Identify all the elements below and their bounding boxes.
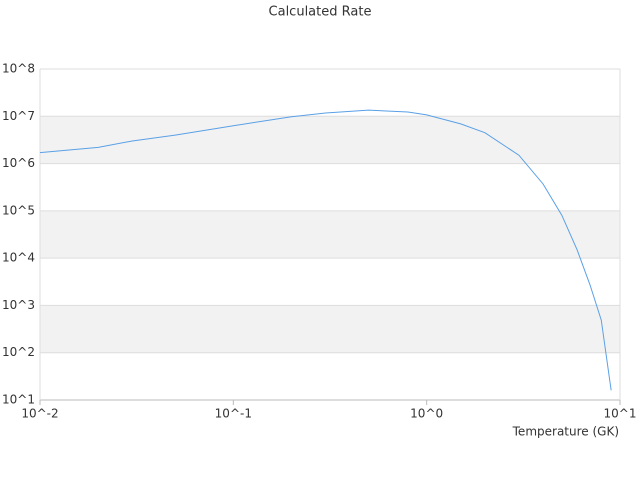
y-tick-label: 10^2: [2, 345, 35, 359]
y-tick-label: 10^8: [2, 62, 35, 76]
grid-band: [40, 210, 620, 259]
y-tick-label: 10^6: [2, 156, 35, 170]
chart-title: Calculated Rate: [269, 5, 372, 20]
y-tick-label: 10^3: [2, 298, 35, 312]
grid-band: [40, 305, 620, 353]
data-line: [39, 109, 612, 391]
y-tick-label: 10^4: [2, 251, 35, 265]
grid-band: [40, 116, 620, 164]
x-tick-label: 10^0: [410, 407, 443, 421]
x-tick-label: 10^-2: [21, 407, 58, 421]
x-tick-label: 10^-1: [215, 407, 252, 421]
y-tick-label: 10^1: [2, 393, 35, 407]
y-tick-label: 10^5: [2, 203, 35, 217]
y-tick-label: 10^7: [2, 109, 35, 123]
x-axis-label: Temperature (GK): [512, 425, 619, 439]
x-tick-label: 10^1: [604, 407, 637, 421]
